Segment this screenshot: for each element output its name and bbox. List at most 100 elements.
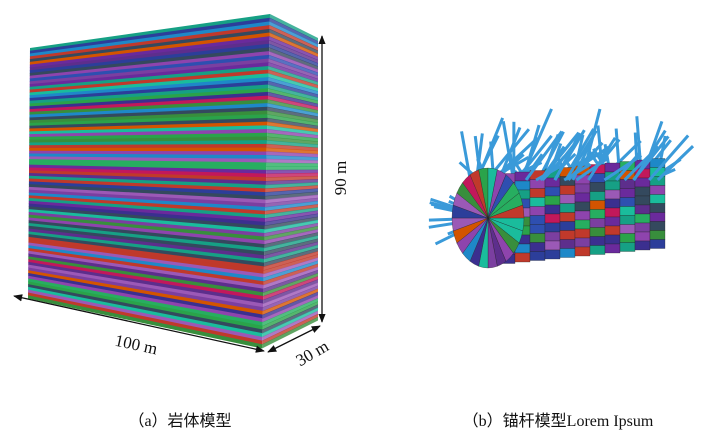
rock-layer xyxy=(28,231,265,264)
rock-layer-side xyxy=(268,73,318,92)
rock-layer-side xyxy=(268,80,318,99)
rock-layer xyxy=(29,143,267,149)
tunnel-panel xyxy=(574,183,591,194)
rock-layer-side xyxy=(267,121,318,133)
rock-layer xyxy=(29,32,270,66)
rock-layer-side xyxy=(264,229,318,245)
tunnel-panel xyxy=(589,236,606,246)
rock-mass-model xyxy=(28,14,318,349)
rock-layer xyxy=(29,65,269,91)
rock-layer-side xyxy=(263,260,318,282)
rock-layer-side xyxy=(262,285,318,312)
rock-layer-side xyxy=(265,207,318,219)
rock-layer-side xyxy=(269,25,318,52)
anchor-rod xyxy=(656,145,695,182)
anchor-rod xyxy=(515,134,553,180)
rock-layer xyxy=(28,175,266,189)
tunnel-panel xyxy=(574,246,591,257)
tunnel-panel xyxy=(634,204,651,215)
tunnel-panel xyxy=(574,237,591,248)
anchor-rod xyxy=(541,155,566,182)
tunnel-panel xyxy=(619,233,636,243)
rock-layer-side xyxy=(266,158,318,164)
tunnel-panel xyxy=(589,218,606,228)
rock-layer xyxy=(29,84,269,105)
rock-layer xyxy=(28,195,266,215)
tunnel-panel xyxy=(589,209,606,219)
rock-layer-side xyxy=(266,175,318,182)
rock-layer-side xyxy=(263,263,318,286)
rock-layer-side xyxy=(265,185,318,193)
anchor-rod xyxy=(553,129,586,181)
tunnel-panel xyxy=(574,228,591,239)
rock-layer xyxy=(29,47,270,77)
rock-layer xyxy=(29,167,267,178)
tunnel-panel xyxy=(619,206,636,216)
rock-layer-side xyxy=(264,238,318,256)
rock-layer-side xyxy=(265,179,318,186)
tunnel-panel xyxy=(589,227,606,237)
rock-layer xyxy=(29,43,270,74)
rock-layer-side xyxy=(268,62,318,83)
tunnel-panel xyxy=(619,197,636,207)
rock-layer-side xyxy=(268,58,318,80)
tunnel-panel xyxy=(619,242,636,252)
rock-layer xyxy=(29,88,269,107)
tunnel-panel xyxy=(559,203,576,213)
rock-layer-side xyxy=(265,191,318,201)
rock-layer xyxy=(29,136,268,143)
tunnel-panel xyxy=(649,221,666,231)
rock-layer xyxy=(28,259,264,301)
tunnel-panel xyxy=(559,212,576,222)
rock-layer xyxy=(28,261,264,304)
rock-layer xyxy=(29,28,270,63)
anchor-rod xyxy=(615,151,641,181)
rock-layer xyxy=(29,129,268,138)
tunnel-panel xyxy=(574,192,591,203)
rock-layer-side xyxy=(265,182,318,189)
tunnel-panel xyxy=(634,213,651,224)
rock-layer xyxy=(29,39,270,71)
tunnel-panel xyxy=(604,189,621,200)
rock-layer xyxy=(29,36,270,68)
tunnel-panel xyxy=(544,177,561,188)
caption-b: （b）锚杆模型Lorem Ipsum xyxy=(463,412,654,430)
rock-layer xyxy=(28,192,266,212)
anchor-rod xyxy=(575,157,608,182)
tunnel-panel xyxy=(604,216,621,227)
rock-layer-side xyxy=(269,21,318,48)
tunnel-panel xyxy=(544,231,561,242)
rock-layer-side xyxy=(268,84,318,102)
tunnel-panel xyxy=(559,221,576,231)
rock-layer xyxy=(28,248,264,286)
tunnel-panel xyxy=(604,207,621,218)
rock-layer-side xyxy=(263,247,318,267)
tunnel-panel xyxy=(649,230,666,240)
rock-layer-side xyxy=(264,219,318,234)
tunnel-panel xyxy=(574,219,591,230)
tunnel-panel xyxy=(619,224,636,234)
rock-layer xyxy=(29,14,270,52)
tunnel-face-segment xyxy=(487,204,525,219)
rock-layer-side xyxy=(264,216,318,230)
rock-layer xyxy=(28,256,264,297)
rock-layer-side xyxy=(267,95,318,111)
rock-layer xyxy=(29,95,269,113)
rock-layer-side xyxy=(262,291,318,319)
rock-layer-side xyxy=(266,166,318,171)
anchor-rod xyxy=(587,136,617,181)
tunnel-panel xyxy=(589,182,606,192)
rock-layer-side xyxy=(268,77,318,95)
rock-layer-side xyxy=(263,266,318,290)
tunnel-panel xyxy=(619,188,636,198)
rock-layer-side xyxy=(267,129,318,139)
rock-layer xyxy=(28,184,266,201)
rock-layer-side xyxy=(265,204,318,215)
tunnel-panel xyxy=(544,249,561,260)
rock-layer xyxy=(28,203,266,227)
rock-layer-side xyxy=(267,117,318,130)
anchor-rod xyxy=(623,145,660,182)
rock-layer-side xyxy=(267,103,318,117)
tunnel-panel xyxy=(634,231,651,242)
